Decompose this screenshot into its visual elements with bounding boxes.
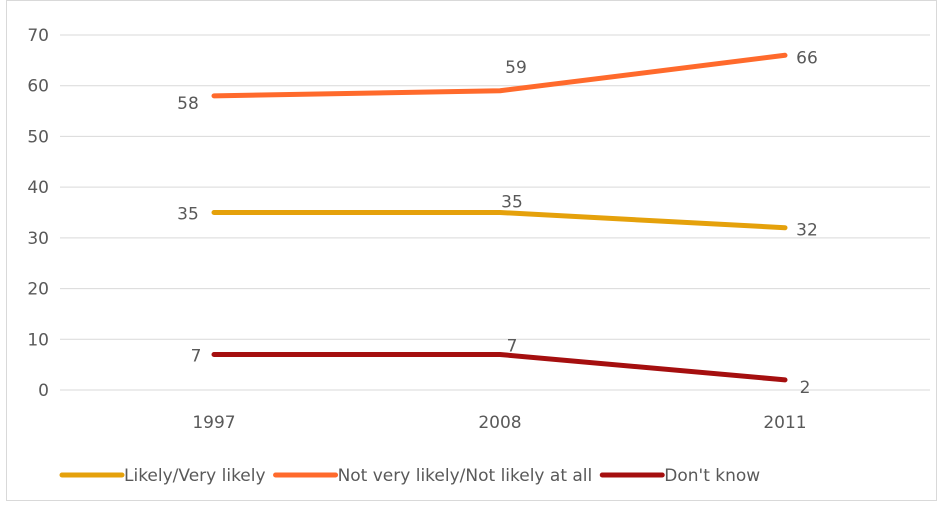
x-tick-label: 1997	[192, 413, 235, 433]
legend: Likely/Very likely Not very likely/Not li…	[59, 466, 760, 486]
x-tick-label: 2008	[478, 413, 521, 433]
data-label: 7	[507, 337, 518, 357]
y-tick-label: 10	[27, 330, 49, 350]
data-labels: 35 35 32 58 59 66 7 7 2	[177, 48, 818, 398]
y-tick-label: 40	[27, 178, 49, 198]
y-tick-label: 60	[27, 77, 49, 97]
data-label: 2	[800, 378, 811, 398]
data-label: 59	[505, 58, 527, 78]
x-axis: 1997 2008 2011	[192, 413, 806, 433]
y-tick-label: 20	[27, 280, 49, 300]
chart-area-border	[6, 0, 937, 501]
series-line	[211, 52, 788, 99]
legend-label: Don't know	[664, 466, 760, 486]
data-label: 35	[177, 205, 199, 225]
x-tick-label: 2011	[763, 413, 806, 433]
series-lines	[211, 52, 788, 383]
legend-label: Not very likely/Not likely at all	[338, 466, 593, 486]
data-label: 66	[796, 48, 818, 68]
y-tick-label: 70	[27, 26, 49, 46]
data-label: 7	[191, 347, 202, 367]
y-tick-label: 30	[27, 229, 49, 249]
legend-label: Likely/Very likely	[124, 466, 266, 486]
y-tick-label: 0	[38, 381, 49, 401]
y-axis: 0 10 20 30 40 50 60 70	[27, 26, 49, 401]
data-label: 32	[796, 221, 818, 241]
series-line	[211, 352, 788, 383]
series-line	[211, 210, 788, 231]
y-tick-label: 50	[27, 127, 49, 147]
data-label: 35	[501, 193, 523, 213]
gridlines	[60, 34, 930, 391]
data-label: 58	[177, 94, 199, 114]
